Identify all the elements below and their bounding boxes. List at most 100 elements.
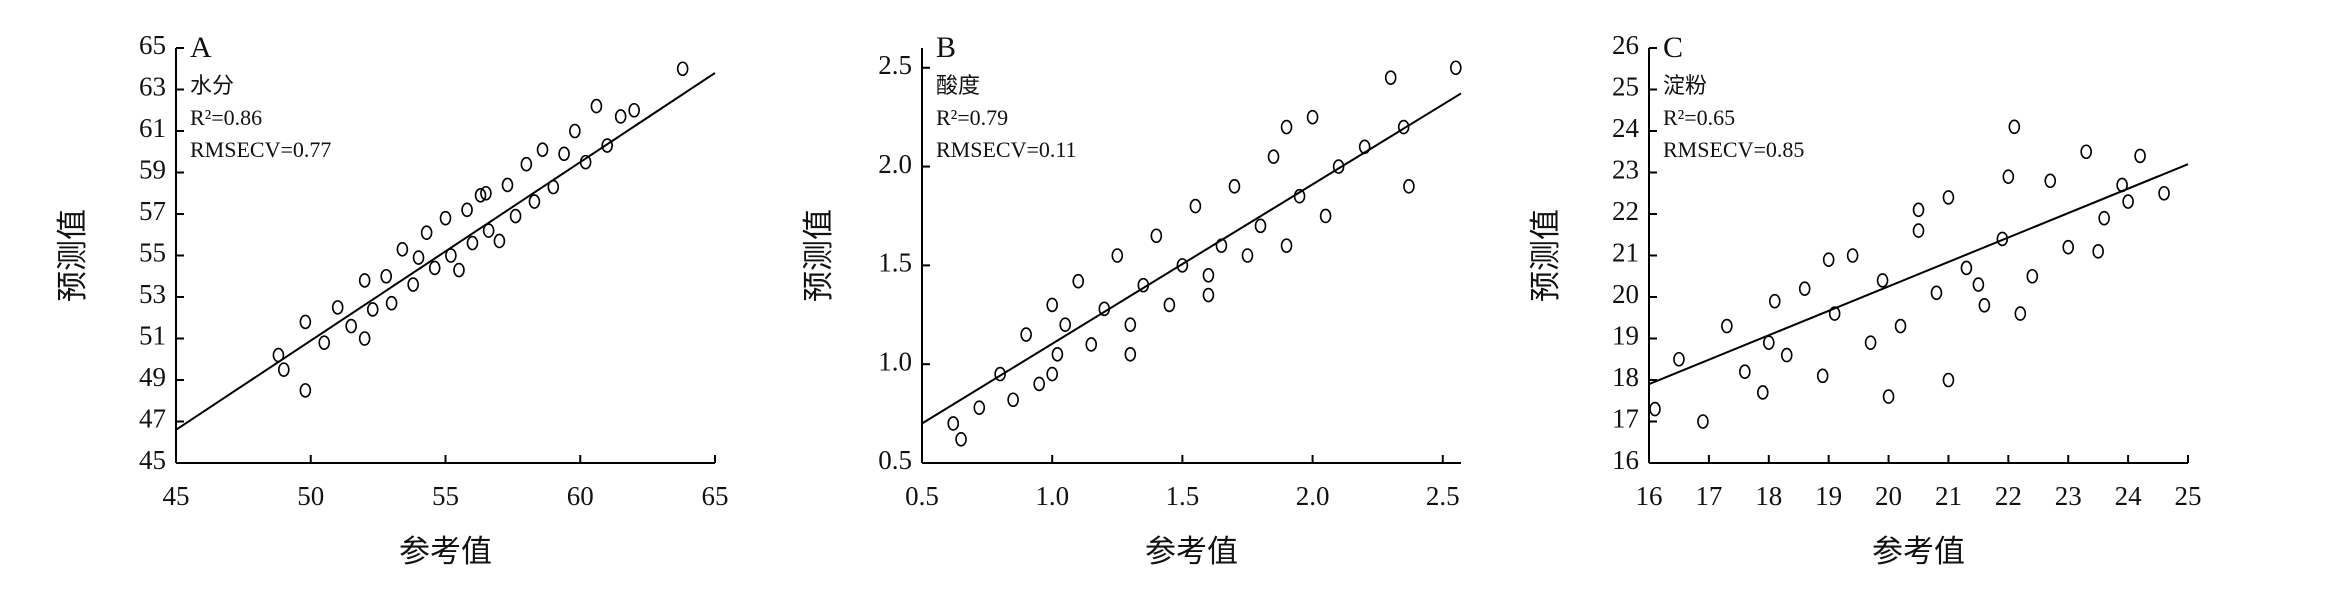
point: [1150, 228, 1163, 244]
point: [1124, 347, 1137, 362]
point: [1978, 297, 1991, 313]
point: [1762, 335, 1775, 350]
point: [1816, 368, 1829, 384]
x-tick-label: 55: [432, 481, 459, 511]
point: [2044, 173, 2057, 189]
point: [1882, 389, 1895, 404]
y-tick-label: 2.5: [878, 50, 912, 80]
fit-line: [921, 92, 1462, 425]
panel-label: A: [190, 31, 212, 64]
point: [380, 268, 393, 284]
x-tick-label: 19: [1815, 481, 1842, 511]
x-tick-label: 0.5: [905, 481, 939, 511]
point: [676, 61, 689, 77]
point: [1864, 335, 1877, 350]
x-tick-label: 20: [1875, 481, 1902, 511]
point: [1739, 364, 1751, 380]
point: [1189, 198, 1202, 214]
point: [947, 416, 960, 431]
y-tick-label: 45: [139, 445, 166, 475]
y-tick-label: 2.0: [878, 149, 912, 179]
x-tick-label: 2.5: [1426, 481, 1460, 511]
point: [1241, 248, 1254, 263]
fit-line: [175, 72, 716, 431]
point: [1721, 318, 1733, 334]
point: [466, 235, 479, 251]
point: [1254, 218, 1267, 234]
point: [1894, 318, 1907, 334]
point: [1780, 347, 1793, 363]
annotation: RMSECV=0.85: [1663, 137, 1804, 162]
point: [445, 248, 457, 263]
point: [420, 225, 433, 240]
point: [994, 366, 1006, 382]
y-tick-label: 19: [1612, 321, 1639, 351]
point: [1267, 149, 1280, 164]
point: [366, 302, 379, 317]
y-tick-label: 17: [1612, 404, 1639, 434]
point: [558, 146, 570, 162]
x-tick-label: 1.5: [1166, 481, 1200, 511]
y-tick-label: 24: [1612, 113, 1640, 143]
annotation: RMSECV=0.77: [190, 137, 331, 162]
point: [520, 156, 533, 172]
point: [1822, 252, 1835, 267]
point: [1046, 297, 1058, 313]
point: [2122, 194, 2134, 209]
x-tick-label: 2.0: [1296, 481, 1330, 511]
point: [1280, 119, 1293, 135]
x-tick-label: 24: [2115, 481, 2143, 511]
y-tick-label: 1.0: [878, 346, 912, 376]
point: [1449, 60, 1462, 76]
point: [1697, 414, 1709, 429]
point: [1846, 248, 1859, 263]
x-tick-label: 65: [702, 481, 729, 511]
point: [1972, 277, 1985, 292]
y-tick-label: 16: [1612, 445, 1639, 475]
point: [1649, 401, 1661, 417]
point: [1828, 306, 1841, 321]
point: [2080, 144, 2092, 160]
x-axis-label: 参考值: [399, 534, 492, 569]
point: [501, 177, 514, 193]
point: [1942, 190, 1955, 205]
point: [474, 188, 487, 203]
point: [1163, 297, 1176, 313]
annotation: 水分: [190, 73, 234, 98]
y-tick-label: 59: [139, 155, 166, 185]
point: [1876, 273, 1889, 288]
y-tick-label: 63: [139, 72, 166, 102]
point: [1176, 258, 1189, 273]
y-tick-label: 53: [139, 279, 166, 309]
panel-label: B: [936, 31, 956, 64]
point: [1124, 317, 1137, 332]
x-tick-label: 16: [1636, 481, 1663, 511]
point: [1202, 267, 1215, 283]
y-tick-label: 21: [1612, 238, 1639, 268]
point: [1397, 119, 1410, 135]
point: [601, 138, 614, 153]
point: [1033, 376, 1045, 392]
point: [358, 331, 371, 346]
point: [614, 109, 627, 124]
point: [412, 250, 425, 265]
point: [2098, 210, 2110, 226]
point: [1051, 347, 1064, 362]
point: [2092, 244, 2104, 259]
y-tick-label: 26: [1612, 30, 1639, 60]
x-tick-label: 22: [1995, 481, 2022, 511]
x-tick-label: 23: [2055, 481, 2082, 511]
point: [331, 300, 344, 315]
point: [1202, 287, 1215, 303]
x-axis-label: 参考值: [1145, 534, 1238, 569]
x-tick-label: 21: [1935, 481, 1962, 511]
annotation: R²=0.65: [1663, 105, 1735, 130]
x-tick-label: 17: [1695, 481, 1722, 511]
y-tick-label: 65: [139, 30, 166, 60]
point: [2008, 119, 2021, 135]
y-tick-label: 25: [1612, 72, 1639, 102]
y-tick-label: 18: [1612, 362, 1639, 392]
annotation: R²=0.79: [936, 105, 1008, 130]
point: [1020, 327, 1032, 342]
